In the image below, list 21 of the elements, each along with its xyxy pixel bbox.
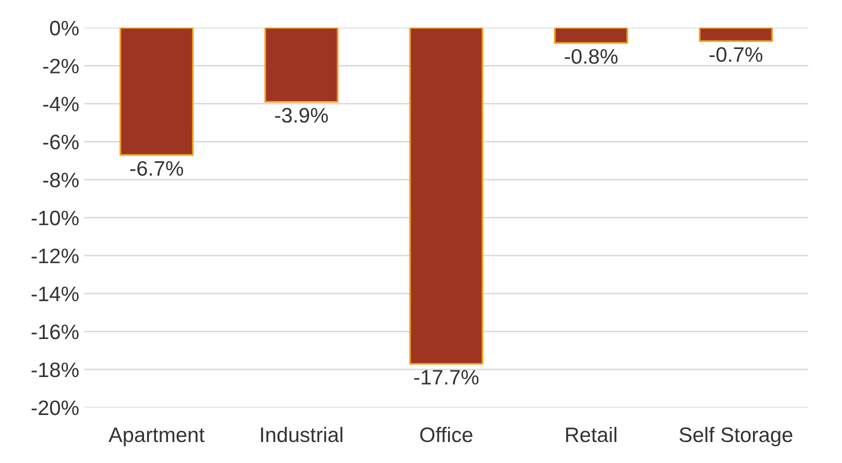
y-tick-label: -18% bbox=[32, 362, 79, 378]
data-label: -0.7% bbox=[710, 47, 762, 62]
data-label: -0.8% bbox=[564, 49, 618, 64]
y-tick-label: -10% bbox=[32, 210, 79, 226]
x-tick-label: Retail bbox=[566, 426, 616, 442]
x-tick-label: Self Storage bbox=[680, 426, 792, 446]
y-tick-label: -16% bbox=[32, 324, 79, 340]
y-tick-label: -12% bbox=[32, 248, 79, 264]
x-tick-label: Office bbox=[420, 426, 472, 442]
y-tick-label: -4% bbox=[43, 96, 79, 112]
y-tick-label: -8% bbox=[43, 172, 79, 188]
y-tick-label: -2% bbox=[43, 58, 79, 74]
y-tick-label: -14% bbox=[32, 286, 79, 302]
data-label: -6.7% bbox=[130, 161, 184, 176]
x-tick-label: Apartment bbox=[108, 428, 205, 446]
y-tick-label: 0% bbox=[50, 20, 79, 36]
data-label: -17.7% bbox=[414, 370, 479, 385]
x-tick-label: Industrial bbox=[261, 426, 342, 442]
data-label: -3.9% bbox=[275, 108, 328, 123]
y-tick-label: -20% bbox=[32, 400, 79, 416]
y-tick-label: -6% bbox=[43, 134, 79, 150]
